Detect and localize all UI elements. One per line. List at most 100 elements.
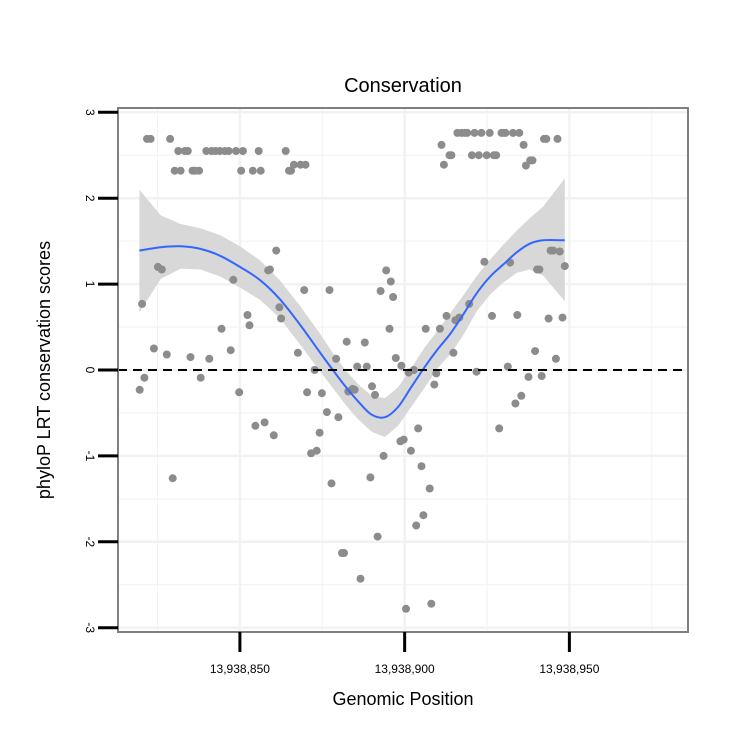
y-tick-label: -3: [83, 622, 97, 633]
data-point: [488, 311, 496, 320]
y-tick-label: 2: [83, 195, 97, 202]
data-point: [442, 311, 451, 320]
data-point: [327, 479, 336, 488]
x-tick-label: 13,938,900: [375, 662, 435, 676]
data-point: [256, 166, 265, 175]
data-point: [334, 413, 343, 422]
data-point: [477, 128, 486, 137]
data-point: [243, 311, 252, 319]
data-point: [265, 265, 274, 274]
scatter-points: [135, 128, 569, 613]
data-point: [281, 147, 290, 155]
data-point: [275, 303, 284, 312]
data-point: [350, 385, 359, 394]
data-point: [254, 147, 263, 155]
data-point: [312, 446, 321, 455]
data-point: [535, 265, 544, 274]
data-point: [149, 344, 158, 353]
data-point: [447, 151, 456, 160]
data-point: [162, 350, 171, 359]
data-point: [544, 314, 553, 323]
data-point: [229, 275, 238, 284]
data-point: [289, 160, 298, 169]
data-point: [421, 324, 430, 333]
data-point: [332, 354, 341, 363]
data-point: [463, 128, 472, 137]
data-point: [166, 134, 175, 143]
data-point: [485, 128, 494, 137]
data-point: [174, 147, 183, 155]
data-point: [480, 257, 489, 266]
data-point: [470, 128, 479, 137]
data-point: [501, 128, 510, 137]
data-point: [293, 348, 302, 357]
data-point: [205, 354, 214, 363]
data-point: [373, 532, 382, 541]
data-point: [195, 166, 204, 175]
data-point: [362, 362, 371, 371]
x-axis: 13,938,850 13,938,900 13,938,950: [210, 632, 600, 676]
data-point: [386, 277, 395, 286]
data-point: [260, 418, 269, 427]
data-point: [399, 435, 408, 444]
data-point: [560, 262, 569, 271]
data-point: [140, 373, 149, 382]
data-point: [419, 511, 428, 520]
data-point: [235, 388, 244, 397]
data-point: [183, 147, 192, 155]
data-point: [549, 246, 558, 255]
data-point: [385, 324, 394, 333]
data-point: [519, 140, 528, 149]
data-point: [269, 431, 278, 440]
data-point: [300, 286, 309, 295]
data-point: [251, 421, 260, 430]
data-point: [224, 147, 233, 155]
data-point: [455, 313, 464, 322]
data-point: [417, 462, 426, 471]
data-point: [287, 166, 295, 175]
data-point: [303, 388, 312, 397]
data-point: [397, 361, 406, 370]
y-tick-label: -1: [83, 451, 97, 462]
x-tick-label: 13,938,950: [539, 662, 599, 676]
data-point: [135, 385, 144, 394]
y-axis: 3 2 1 0 -1 -2 -3: [83, 109, 118, 633]
data-point: [168, 474, 177, 483]
data-point: [542, 134, 551, 143]
y-tick-label: -2: [83, 536, 97, 547]
data-point: [389, 293, 398, 301]
chart-title: Conservation: [344, 75, 462, 97]
data-point: [482, 151, 491, 160]
data-point: [248, 166, 257, 175]
data-point: [315, 428, 324, 437]
data-point: [301, 160, 310, 169]
x-tick-label: 13,938,850: [210, 662, 270, 676]
data-point: [245, 321, 254, 330]
data-point: [402, 604, 410, 613]
data-point: [414, 424, 423, 433]
data-point: [495, 424, 504, 433]
data-point: [217, 324, 226, 333]
data-point: [238, 147, 247, 155]
data-point: [196, 373, 205, 382]
data-point: [427, 599, 436, 608]
data-point: [366, 473, 375, 482]
data-point: [340, 549, 348, 557]
data-point: [391, 354, 400, 362]
data-point: [356, 574, 365, 583]
data-point: [511, 399, 520, 408]
data-point: [360, 338, 369, 347]
confidence-ribbon: [139, 178, 565, 437]
data-point: [492, 151, 501, 160]
data-point: [342, 337, 351, 346]
data-point: [176, 166, 185, 175]
data-point: [170, 166, 179, 175]
y-tick-label: 3: [83, 109, 97, 116]
data-point: [439, 160, 448, 169]
data-point: [138, 299, 147, 308]
data-point: [531, 347, 540, 356]
data-point: [432, 369, 441, 378]
data-point: [406, 446, 415, 455]
data-point: [553, 134, 562, 143]
